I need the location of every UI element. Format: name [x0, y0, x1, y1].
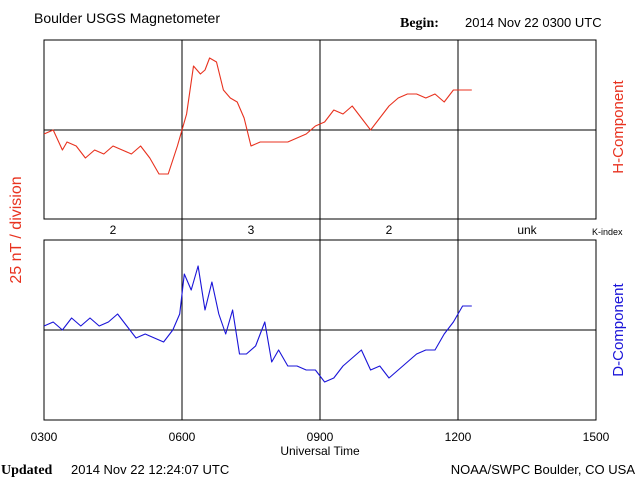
- x-tick-label: 0300: [31, 430, 58, 444]
- kindex-label: K-index: [592, 227, 623, 237]
- x-axis-label: Universal Time: [280, 444, 360, 458]
- chart-title: Boulder USGS Magnetometer: [34, 10, 220, 26]
- kindex-value: 2: [386, 223, 393, 237]
- d-component-panel: [43, 239, 597, 421]
- x-tick-label: 1200: [445, 430, 472, 444]
- updated-label: Updated: [1, 463, 53, 478]
- x-axis: 0300 0600 0900 1200 1500: [31, 430, 610, 444]
- x-tick-label: 0900: [307, 430, 334, 444]
- h-component-label: H-Component: [610, 79, 627, 173]
- d-component-label: D-Component: [610, 282, 627, 376]
- h-component-panel: [43, 39, 597, 220]
- kindex-row: 2 3 2 unk: [110, 219, 538, 240]
- h-component-line: [43, 57, 472, 175]
- x-tick-label: 1500: [583, 430, 610, 444]
- d-component-line: [43, 265, 472, 383]
- kindex-value: 2: [110, 223, 117, 237]
- begin-value: 2014 Nov 22 0300 UTC: [465, 15, 602, 30]
- scale-label: 25 nT / division: [8, 176, 25, 283]
- begin-label: Begin:: [400, 16, 439, 31]
- kindex-value: unk: [517, 223, 537, 237]
- credit: NOAA/SWPC Boulder, CO USA: [451, 462, 636, 477]
- x-tick-label: 0600: [169, 430, 196, 444]
- updated-value: 2014 Nov 22 12:24:07 UTC: [71, 462, 229, 477]
- kindex-value: 3: [248, 223, 255, 237]
